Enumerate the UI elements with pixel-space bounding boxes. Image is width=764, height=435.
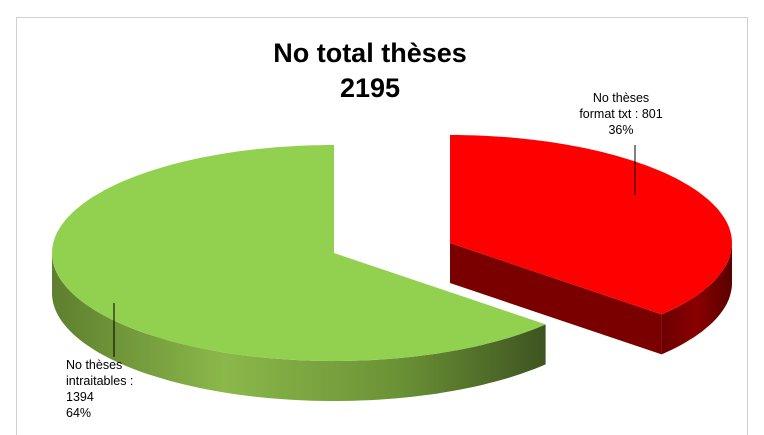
slice-format-txt — [450, 135, 732, 315]
chart-border-left — [16, 17, 17, 435]
slice-label-intraitables-line1: No thèses — [66, 358, 123, 372]
slice-label-intraitables-line2: intraitables : — [66, 374, 134, 388]
chart-border-right — [747, 17, 748, 435]
slice-wall-format-txt — [450, 243, 662, 355]
chart-border-top — [16, 17, 748, 18]
slice-label-intraitables: No thèses intraitables : 1394 64% — [66, 357, 166, 421]
chart-title-line1: No total thèses — [273, 38, 467, 68]
slice-label-intraitables-line3: 1394 — [66, 390, 94, 404]
slice-label-format-txt: No thèses format txt : 801 36% — [546, 90, 696, 138]
slice-label-intraitables-line4: 64% — [66, 406, 92, 420]
slice-intraitables — [52, 145, 546, 361]
slice-label-format-txt-line1: No thèses — [592, 91, 650, 105]
chart-title-line2: 2195 — [339, 73, 401, 103]
slice-side-intraitables — [52, 253, 546, 401]
slice-label-format-txt-line3: 36% — [608, 123, 634, 137]
chart-title: No total thèses 2195 — [170, 36, 570, 106]
slice-label-format-txt-line2: format txt : 801 — [579, 107, 663, 121]
slice-side-format-txt — [661, 243, 732, 355]
